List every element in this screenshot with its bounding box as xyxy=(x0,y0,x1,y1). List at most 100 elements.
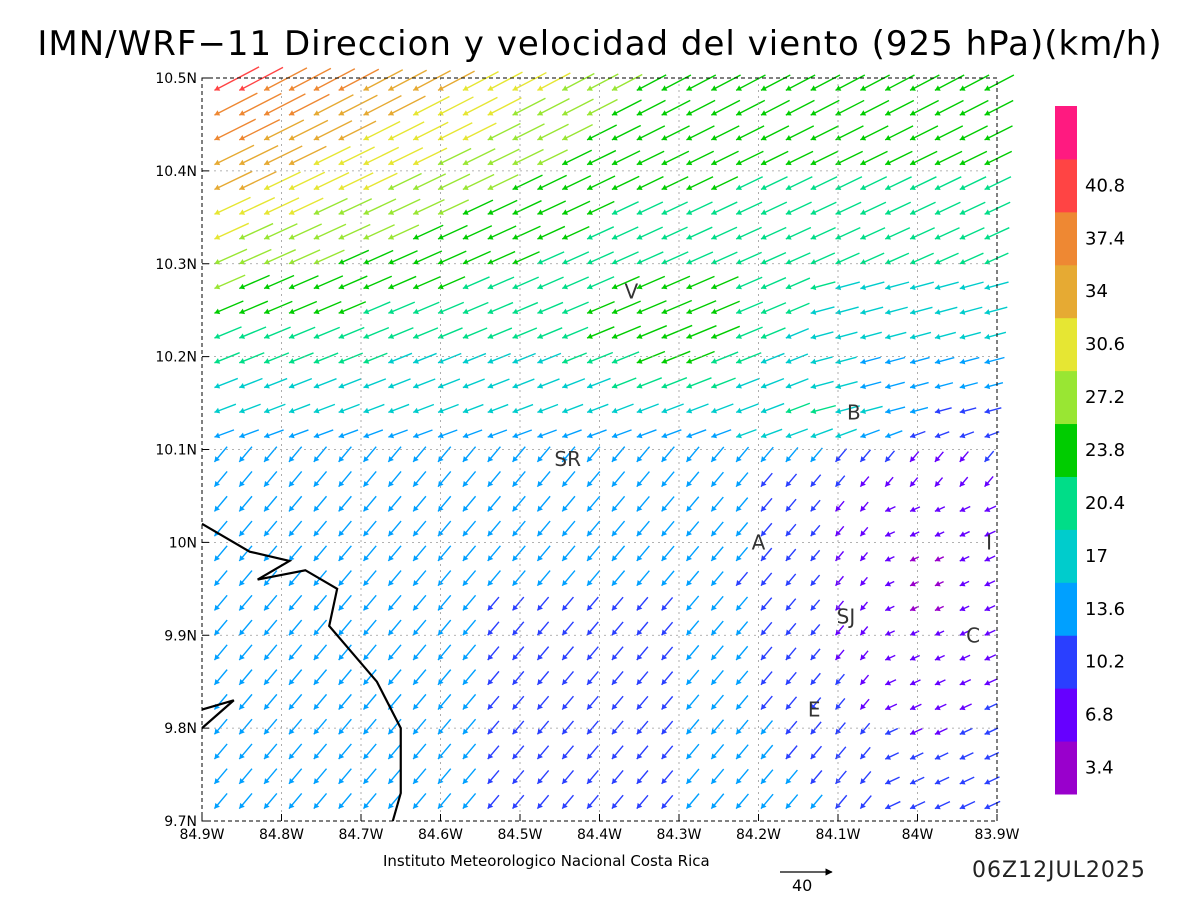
wind-vector xyxy=(959,505,971,513)
wind-vector xyxy=(512,225,541,240)
wind-vector xyxy=(288,119,329,141)
wind-vector xyxy=(686,99,716,116)
wind-vector xyxy=(437,327,463,339)
wind-vector xyxy=(959,99,989,116)
wind-vector xyxy=(710,793,725,810)
wind-vector xyxy=(363,224,395,240)
wind-vector xyxy=(214,326,242,339)
wind-vector xyxy=(214,66,260,92)
wind-vector xyxy=(611,201,639,215)
wind-vector xyxy=(213,644,228,661)
wind-vector xyxy=(586,226,615,240)
wind-vector xyxy=(313,378,337,389)
wind-vector xyxy=(362,718,377,735)
wind-vector xyxy=(437,768,452,785)
wind-vector xyxy=(238,248,272,265)
wind-vector xyxy=(636,429,657,439)
wind-vector xyxy=(338,446,352,463)
wind-vector xyxy=(636,300,667,315)
wind-vector xyxy=(363,403,385,414)
wind-vector xyxy=(388,352,413,364)
legend-label: 27.2 xyxy=(1085,387,1125,408)
wind-vector xyxy=(859,795,872,810)
wind-vector xyxy=(686,226,713,240)
wind-vector xyxy=(785,201,812,215)
wind-vector xyxy=(611,99,642,116)
wind-vector xyxy=(288,171,326,191)
wind-vector xyxy=(959,776,975,785)
wind-vector xyxy=(710,150,739,166)
wind-vector xyxy=(437,224,468,240)
wind-vector xyxy=(487,769,500,785)
wind-vector xyxy=(785,498,797,512)
wind-vector xyxy=(835,306,859,315)
wind-vector xyxy=(959,800,976,810)
wind-vector xyxy=(959,451,969,463)
wind-vector xyxy=(313,743,328,760)
wind-vector xyxy=(735,571,749,587)
date-text: 06Z12JUL2025 xyxy=(972,858,1146,883)
wind-vector xyxy=(387,718,402,735)
wind-vector xyxy=(884,605,895,612)
wind-vector xyxy=(760,402,785,414)
wind-vector xyxy=(512,327,538,339)
wind-vector xyxy=(338,768,352,785)
wind-vector xyxy=(661,596,674,611)
wind-vector xyxy=(785,647,797,661)
wind-vector xyxy=(288,743,303,760)
wind-vector xyxy=(462,276,490,290)
wind-vector xyxy=(313,718,328,735)
wind-vector xyxy=(711,351,739,364)
wind-vector xyxy=(363,146,400,166)
wind-vector xyxy=(710,125,740,141)
wind-vector xyxy=(685,521,700,537)
wind-vector xyxy=(213,792,228,810)
wind-vector xyxy=(238,222,274,240)
wind-vector xyxy=(462,644,477,661)
wind-vector xyxy=(561,621,575,636)
legend-swatch xyxy=(1055,423,1077,477)
wind-vector xyxy=(934,703,947,711)
wind-vector xyxy=(213,619,228,636)
wind-vector xyxy=(363,95,402,116)
wind-vector xyxy=(711,201,738,215)
wind-vector xyxy=(586,570,601,587)
wind-vector xyxy=(388,403,410,414)
wind-vector xyxy=(412,718,427,735)
wind-vector xyxy=(810,428,834,439)
wind-vector xyxy=(859,650,869,661)
wind-vector xyxy=(537,327,563,339)
wind-vector xyxy=(984,580,996,587)
wind-vector xyxy=(362,520,377,537)
wind-vector xyxy=(512,545,526,562)
wind-vector xyxy=(710,694,724,710)
wind-vector xyxy=(288,223,322,240)
wind-vector xyxy=(884,580,895,587)
legend-swatch xyxy=(1055,741,1077,795)
wind-vector xyxy=(760,720,774,735)
wind-vector xyxy=(238,520,253,537)
wind-vector xyxy=(586,446,601,463)
wind-vector xyxy=(835,428,857,439)
wind-vector xyxy=(288,619,303,636)
wind-vector xyxy=(760,352,785,364)
wind-vector xyxy=(760,695,773,710)
wind-vector xyxy=(959,630,970,636)
wind-vector xyxy=(934,201,961,215)
wind-vector xyxy=(834,697,846,710)
wind-vector xyxy=(288,693,303,710)
wind-vector xyxy=(934,580,944,587)
wind-vector xyxy=(885,406,906,414)
wind-vector xyxy=(363,301,391,315)
wind-vector xyxy=(437,70,475,92)
wind-vector xyxy=(487,225,517,240)
wind-vector xyxy=(338,403,360,414)
wind-vector xyxy=(959,407,977,414)
wind-vector xyxy=(363,352,388,364)
wind-vector xyxy=(586,403,609,414)
wind-vector xyxy=(288,669,303,686)
wind-vector xyxy=(959,331,982,340)
wind-vector xyxy=(462,619,477,636)
wind-vector xyxy=(363,120,401,141)
